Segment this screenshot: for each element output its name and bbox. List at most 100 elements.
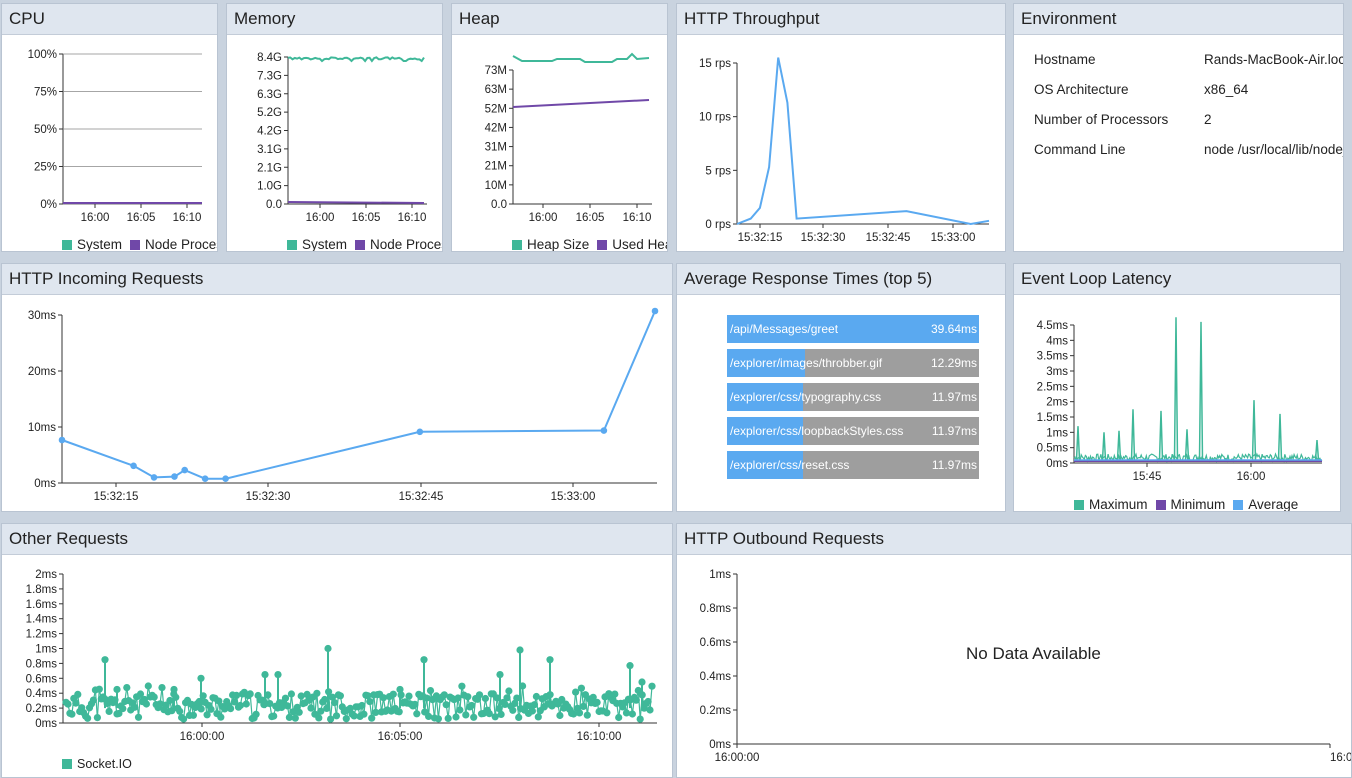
legend-item[interactable]: Used Heap <box>597 237 667 251</box>
data-point <box>150 474 158 481</box>
legend-item[interactable]: Node Process <box>130 237 217 251</box>
data-point <box>197 674 205 682</box>
maximum-spike <box>1116 430 1122 461</box>
cpu-panel: CPU 100% 75% 50% 25% 0% 16:00 16:05 16:10 Syste… <box>1 3 218 252</box>
data-point <box>577 684 586 692</box>
data-point <box>266 700 274 708</box>
response-time-row[interactable]: /explorer/images/throbber.gif 12.29ms <box>727 349 979 377</box>
data-point <box>180 715 188 723</box>
response-time-row[interactable]: /explorer/css/loopbackStyles.css 11.97ms <box>727 417 979 445</box>
legend-item[interactable]: System <box>62 237 122 251</box>
tick-label: 4.2G <box>257 126 282 138</box>
data-point <box>171 473 178 480</box>
tick-label: 16:10 <box>398 212 427 224</box>
data-point <box>462 711 470 719</box>
memory-panel: Memory 8.4G 7.3G 6.3G 5.2G 4.2G 3.1G 2.1G 1.0G 0… <box>226 3 443 252</box>
data-point <box>464 693 472 701</box>
data-point <box>646 706 654 714</box>
legend-item[interactable]: Maximum <box>1074 497 1148 511</box>
maximum-spike <box>1251 400 1257 461</box>
data-point <box>261 670 269 679</box>
tick-label: 50% <box>34 124 57 136</box>
event-loop-chart: 4.5ms 4ms 3.5ms 3ms 2.5ms 2ms 1.5ms 1ms 0.5ms 0ms… <box>1037 317 1323 483</box>
heap-size-series-line <box>512 52 650 63</box>
data-point <box>416 428 424 436</box>
tick-label: 0ms <box>35 718 57 730</box>
data-point <box>497 710 505 718</box>
series-segment <box>433 695 438 719</box>
data-point <box>330 699 339 707</box>
data-point <box>626 662 634 670</box>
data-point <box>368 714 376 722</box>
legend-item[interactable]: Node Process <box>355 237 442 251</box>
response-times-list: /api/Messages/greet 39.64ms /explorer/ima… <box>677 295 1005 511</box>
data-point <box>648 682 656 690</box>
heap-panel: Heap 73M 63M 52M 42M 31M 21M 10M 0.0 16:00 16:05 1… <box>451 3 668 252</box>
data-point <box>295 708 303 716</box>
legend-item[interactable]: Minimum <box>1155 497 1225 511</box>
env-label: Number of Processors <box>1034 112 1169 127</box>
legend-item[interactable]: Average <box>1233 497 1298 511</box>
tick-label: 16:05:00 <box>378 731 423 743</box>
tick-label: 0.4ms <box>700 671 732 683</box>
legend-item[interactable]: Heap Size <box>512 237 589 251</box>
data-point <box>101 656 109 664</box>
tick-label: 16:10 <box>623 212 652 224</box>
tick-label: 16:00:00 <box>715 752 760 764</box>
tick-label: 15:45 <box>1133 471 1162 483</box>
data-point <box>130 462 137 470</box>
no-data-message: No Data Available <box>966 644 1101 663</box>
series-segment <box>459 686 463 711</box>
tick-label: 16:05 <box>576 212 605 224</box>
data-point <box>105 707 113 715</box>
data-point <box>156 700 164 708</box>
chart-legend: System Node Process <box>62 237 217 251</box>
data-point <box>321 695 329 704</box>
maximum-spike <box>1075 426 1081 461</box>
response-time-row[interactable]: /api/Messages/greet 39.64ms <box>727 315 979 343</box>
tick-label: 0.8ms <box>26 658 58 670</box>
tick-label: 15:32:30 <box>801 232 846 244</box>
tick-label: 5 rps <box>705 165 731 177</box>
tick-label: 2ms <box>35 569 57 581</box>
incoming-series-line <box>61 310 656 480</box>
chart-legend: System Node Process <box>287 237 442 251</box>
legend-item[interactable]: System <box>287 237 347 251</box>
response-time-row[interactable]: /explorer/css/reset.css 11.97ms <box>727 451 979 479</box>
tick-label: 15:32:45 <box>399 491 444 503</box>
data-point <box>332 712 341 720</box>
data-point <box>396 685 404 694</box>
tick-label: 100% <box>28 49 57 61</box>
data-point <box>452 713 460 721</box>
series-segment <box>573 692 577 715</box>
tick-label: 75% <box>34 87 57 99</box>
data-point <box>420 656 428 664</box>
incoming-panel: HTTP Incoming Requests 30ms 20ms 10ms 0ms 15… <box>1 263 673 512</box>
panel-title: Memory <box>227 4 442 35</box>
env-value: 2 <box>1204 112 1212 127</box>
panel-title: Heap <box>452 4 667 35</box>
data-point <box>217 713 225 721</box>
tick-label: 16:00 <box>1237 471 1266 483</box>
response-times-panel: Average Response Times (top 5) /api/Mess… <box>676 263 1006 512</box>
data-point <box>513 694 521 702</box>
tick-label: 1ms <box>35 644 57 656</box>
tick-label: 4ms <box>1046 335 1068 347</box>
other-requests-panel: Other Requests 2ms 1.8ms 1.6ms 1.4ms 1.2ms 1m… <box>1 523 673 778</box>
legend-item[interactable]: Socket.IO <box>62 757 132 771</box>
panel-title: HTTP Incoming Requests <box>2 264 672 295</box>
data-point <box>496 670 504 679</box>
tick-label: 10ms <box>28 422 56 434</box>
incoming-chart: 30ms 20ms 10ms 0ms 15:32:15 15:32:30 15:32:45 1… <box>28 307 659 503</box>
tick-label: 16:05 <box>127 212 156 224</box>
response-time-row[interactable]: /explorer/css/typography.css 11.97ms <box>727 383 979 411</box>
maximum-spike <box>1101 432 1107 461</box>
data-point <box>572 688 580 696</box>
memory-chart: 8.4G 7.3G 6.3G 5.2G 4.2G 3.1G 2.1G 1.0G 0.0 16:00… <box>257 52 427 224</box>
chart-legend: Socket.IO <box>62 757 140 771</box>
data-point <box>366 698 374 706</box>
data-point <box>58 436 66 444</box>
tick-label: 0ms <box>709 739 731 751</box>
tick-label: 15:33:00 <box>931 232 976 244</box>
data-point <box>485 710 493 718</box>
